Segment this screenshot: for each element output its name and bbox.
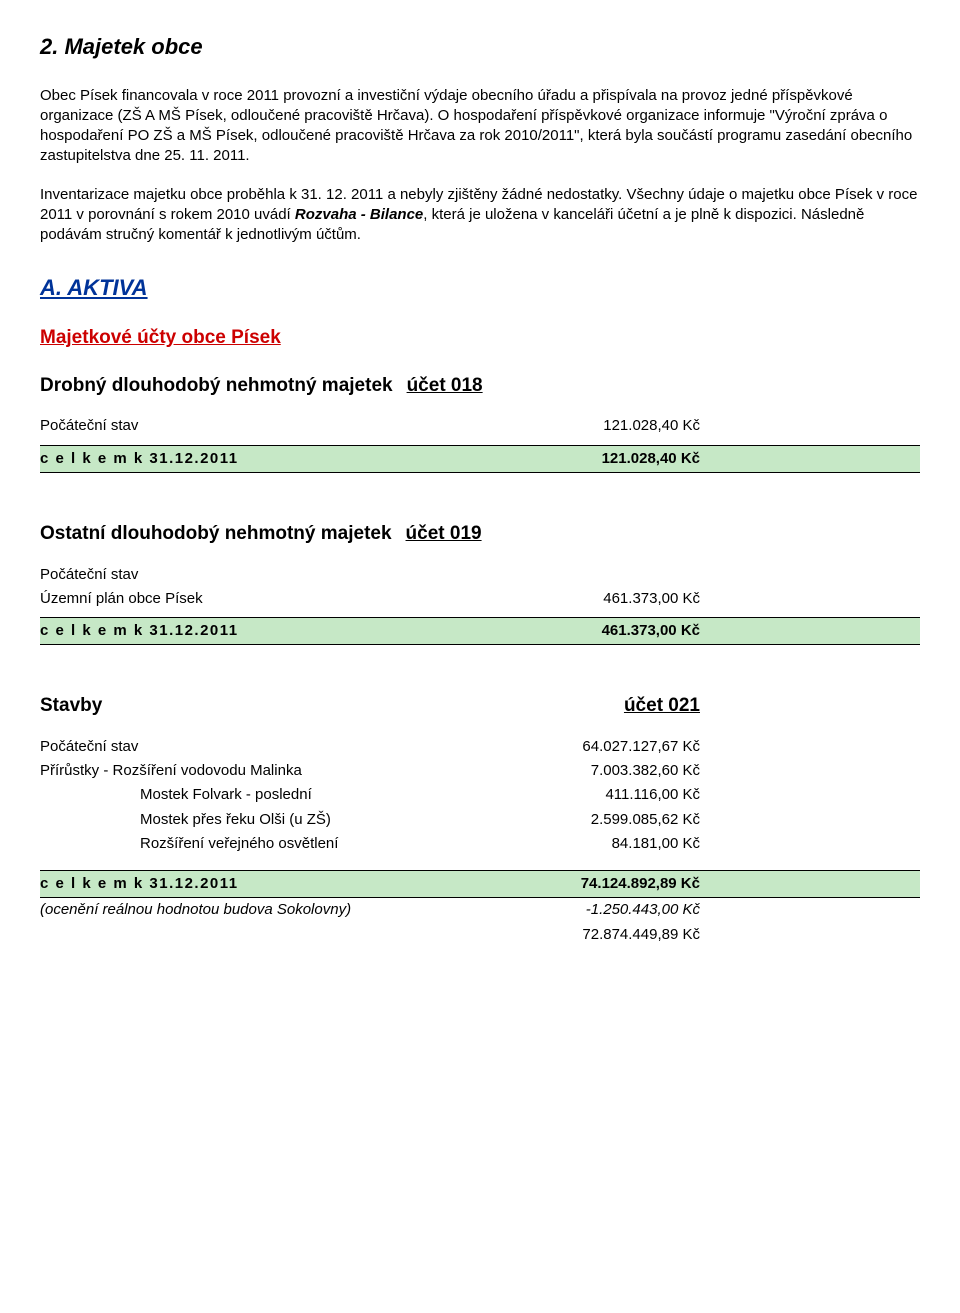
initial-state-label: Počáteční stav (40, 416, 500, 436)
sec021-item0-value: 7.003.382,60 Kč (500, 761, 700, 781)
page-heading: 2. Majetek obce (40, 32, 920, 62)
paragraph-1: Obec Písek financovala v roce 2011 provo… (40, 86, 920, 167)
total-label: c e l k e m k 31.12.2011 (40, 621, 500, 641)
heading-majetkove: Majetkové účty obce Písek (40, 325, 920, 351)
initial-state-label: Počáteční stav (40, 565, 500, 585)
initial-state-label: Počáteční stav (40, 737, 500, 757)
sec021-after-label: (ocenění reálnou hodnotou budova Sokolov… (40, 900, 500, 920)
sec021-after-value: -1.250.443,00 Kč (500, 900, 700, 920)
sec021-item1-value: 411.116,00 Kč (500, 785, 700, 805)
sec018-initial-value: 121.028,40 Kč (500, 416, 700, 436)
section-018: Drobný dlouhodobý nehmotný majetek účet … (40, 373, 920, 473)
sec021-initial-value: 64.027.127,67 Kč (500, 737, 700, 757)
sec019-line-value: 461.373,00 Kč (500, 589, 700, 609)
blank (40, 925, 500, 945)
sec021-item2-label: Mostek přes řeku Olši (u ZŠ) (40, 810, 500, 830)
section-019-account: účet 019 (406, 521, 482, 547)
sec021-increments-row: Přírůstky - Rozšíření vodovodu Malinka (40, 761, 500, 781)
increments-prefix: Přírůstky - (40, 762, 113, 779)
sec021-item3-label: Rozšíření veřejného osvětlení (40, 834, 500, 854)
paragraph-2: Inventarizace majetku obce proběhla k 31… (40, 185, 920, 246)
p2-emphasis: Rozvaha - Bilance (295, 206, 423, 223)
section-019: Ostatní dlouhodobý nehmotný majetek účet… (40, 521, 920, 645)
sec021-item3-value: 84.181,00 Kč (500, 834, 700, 854)
sec021-final-value: 72.874.449,89 Kč (500, 925, 700, 945)
sec019-total-value: 461.373,00 Kč (500, 621, 700, 641)
sec021-total-value: 74.124.892,89 Kč (500, 874, 700, 894)
section-021-title: Stavby (40, 693, 102, 719)
sec019-line-label: Územní plán obce Písek (40, 589, 500, 609)
section-021: Stavby účet 021 Počáteční stav 64.027.12… (40, 693, 920, 947)
total-label: c e l k e m k 31.12.2011 (40, 874, 500, 894)
sec018-total-value: 121.028,40 Kč (500, 449, 700, 469)
sec021-item1-label: Mostek Folvark - poslední (40, 785, 500, 805)
section-018-account: účet 018 (407, 373, 483, 399)
section-019-title: Ostatní dlouhodobý nehmotný majetek (40, 521, 392, 547)
blank (500, 565, 700, 585)
heading-aktiva: A. AKTIVA (40, 273, 920, 303)
section-018-title: Drobný dlouhodobý nehmotný majetek (40, 373, 393, 399)
total-label: c e l k e m k 31.12.2011 (40, 449, 500, 469)
sec021-item0-label: Rozšíření vodovodu Malinka (113, 762, 302, 779)
section-021-account: účet 021 (624, 693, 700, 719)
sec021-item2-value: 2.599.085,62 Kč (500, 810, 700, 830)
